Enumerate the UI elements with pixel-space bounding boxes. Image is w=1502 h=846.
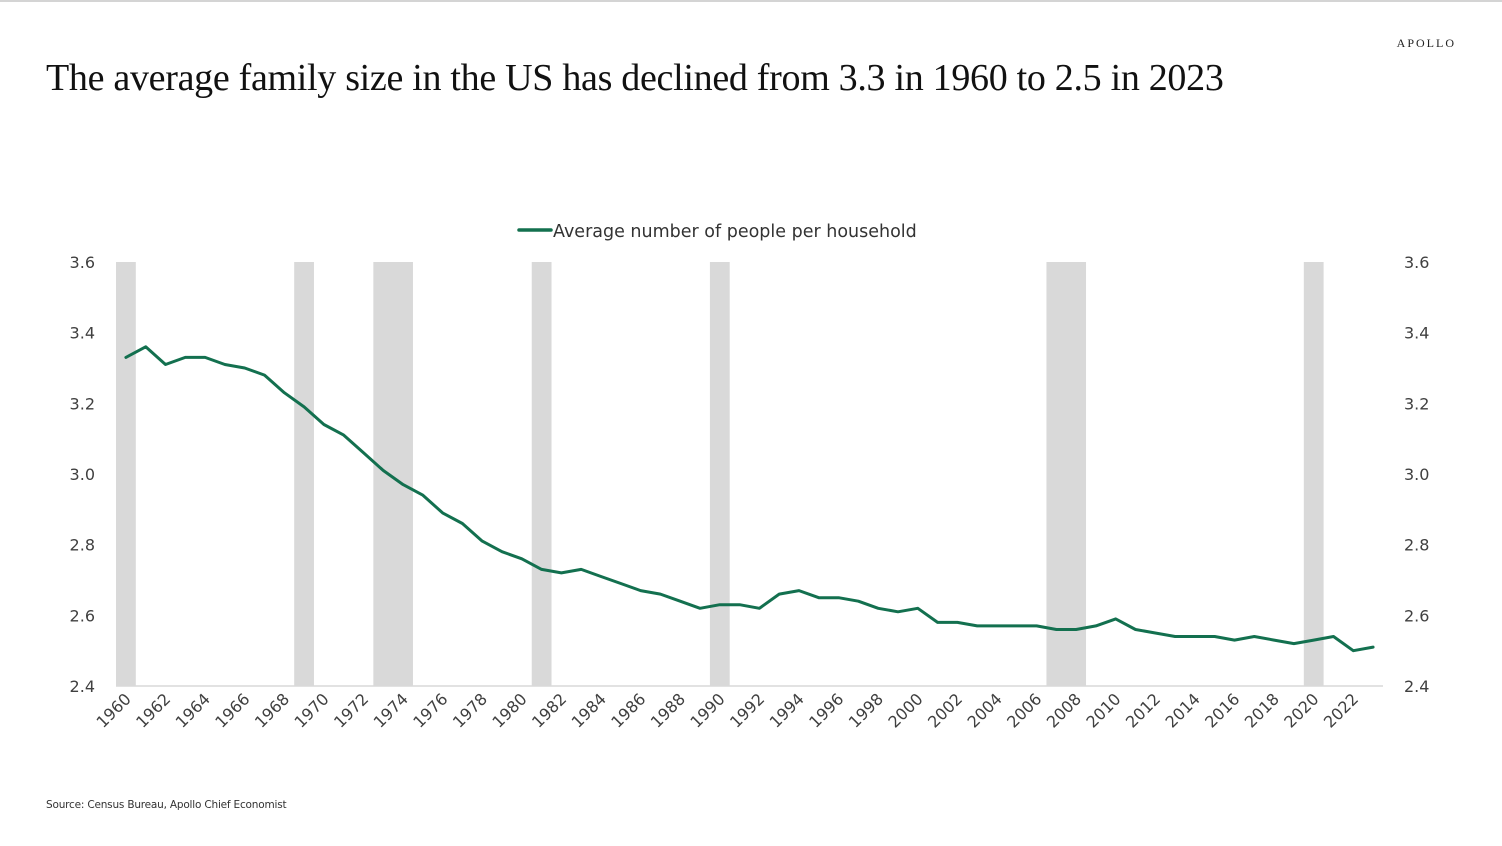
y-axis-left: 2.4 2.6 2.8 3.0 3.2 3.4 3.6 (70, 253, 95, 696)
recession-band (1046, 262, 1087, 686)
top-border (0, 0, 1502, 2)
x-tick-label: 1998 (845, 689, 887, 731)
x-tick-label: 1972 (330, 689, 372, 731)
x-tick-label: 2000 (884, 689, 926, 731)
y-tick-label-right: 2.4 (1404, 677, 1429, 696)
y-tick-label-right: 2.6 (1404, 606, 1429, 625)
series-line (124, 345, 1375, 653)
x-tick-label: 1960 (92, 689, 134, 731)
y-tick-label-left: 2.4 (70, 677, 95, 696)
legend: Average number of people per household (517, 222, 917, 242)
series (124, 345, 1375, 653)
x-tick-label: 2008 (1043, 689, 1085, 731)
x-tick-label: 2016 (1201, 689, 1243, 731)
x-tick-label: 1982 (528, 689, 570, 731)
y-tick-label-left: 3.6 (70, 253, 95, 272)
x-tick-label: 1990 (686, 689, 728, 731)
y-tick-label-left: 3.4 (70, 324, 95, 343)
y-tick-label-left: 3.2 (70, 394, 95, 413)
x-tick-label: 2022 (1320, 689, 1362, 731)
y-tick-label-right: 3.0 (1404, 465, 1429, 484)
y-tick-label-right: 3.2 (1404, 394, 1429, 413)
y-tick-label-right: 2.8 (1404, 536, 1429, 555)
x-tick-label: 1962 (132, 689, 174, 731)
x-tick-label: 2012 (1122, 689, 1164, 731)
x-tick-label: 1964 (172, 689, 214, 731)
x-tick-label: 1986 (607, 689, 649, 731)
x-tick-label: 1980 (488, 689, 530, 731)
x-tick-label: 1992 (726, 689, 768, 731)
x-tick-label: 1996 (805, 689, 847, 731)
x-tick-label: 1976 (409, 689, 451, 731)
x-tick-label: 1978 (449, 689, 491, 731)
x-tick-label: 1984 (568, 689, 610, 731)
x-tick-label: 2002 (924, 689, 966, 731)
x-tick-label: 2004 (964, 689, 1006, 731)
recession-band (1303, 262, 1324, 686)
recession-band (294, 262, 314, 686)
y-tick-label-right: 3.6 (1404, 253, 1429, 272)
x-tick-label: 1988 (647, 689, 689, 731)
x-tick-label: 2014 (1162, 689, 1204, 731)
y-axis-right: 2.4 2.6 2.8 3.0 3.2 3.4 3.6 (1404, 253, 1429, 696)
source-note: Source: Census Bureau, Apollo Chief Econ… (46, 799, 287, 811)
recession-band (116, 262, 136, 686)
legend-label: Average number of people per household (553, 222, 917, 242)
recession-bands (116, 262, 1324, 686)
x-tick-label: 2018 (1241, 689, 1283, 731)
x-tick-label: 2010 (1082, 689, 1124, 731)
x-tick-label: 2006 (1003, 689, 1045, 731)
x-tick-label: 2020 (1280, 689, 1322, 731)
brand-logo: APOLLO (1396, 36, 1456, 50)
y-tick-label-left: 3.0 (70, 465, 95, 484)
x-tick-label: 1974 (370, 689, 412, 731)
recession-band (373, 262, 413, 686)
recession-band (709, 262, 730, 686)
chart-title: The average family size in the US has de… (46, 57, 1224, 99)
x-tick-label: 1994 (766, 689, 808, 731)
y-tick-label-right: 3.4 (1404, 324, 1429, 343)
y-tick-label-left: 2.8 (70, 536, 95, 555)
x-tick-label: 1970 (290, 689, 332, 731)
x-tick-label: 1968 (251, 689, 293, 731)
y-tick-label-left: 2.6 (70, 606, 95, 625)
recession-band (531, 262, 552, 686)
x-tick-label: 1966 (211, 689, 253, 731)
x-axis: 1960196219641966196819701972197419761978… (92, 689, 1362, 731)
